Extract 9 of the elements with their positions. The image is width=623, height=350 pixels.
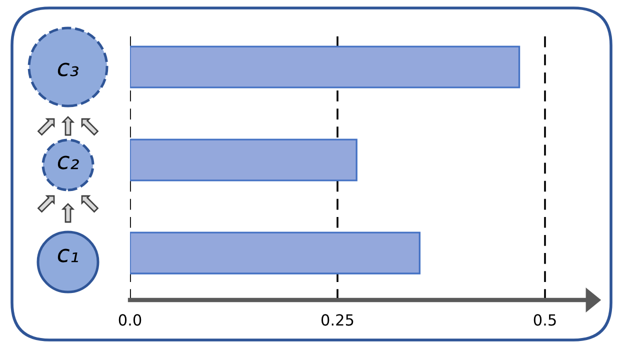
x-tick-label: 0.0 bbox=[118, 314, 142, 326]
y-tick-label: c₁ bbox=[58, 248, 78, 262]
bar bbox=[130, 46, 520, 88]
bar bbox=[130, 138, 358, 182]
x-tick-label: 0.25 bbox=[322, 314, 354, 326]
bar bbox=[130, 232, 421, 274]
x-tick-label: 0.5 bbox=[534, 314, 556, 326]
y-tick-label: c₃ bbox=[58, 62, 79, 76]
y-tick-label: c₂ bbox=[58, 156, 79, 170]
